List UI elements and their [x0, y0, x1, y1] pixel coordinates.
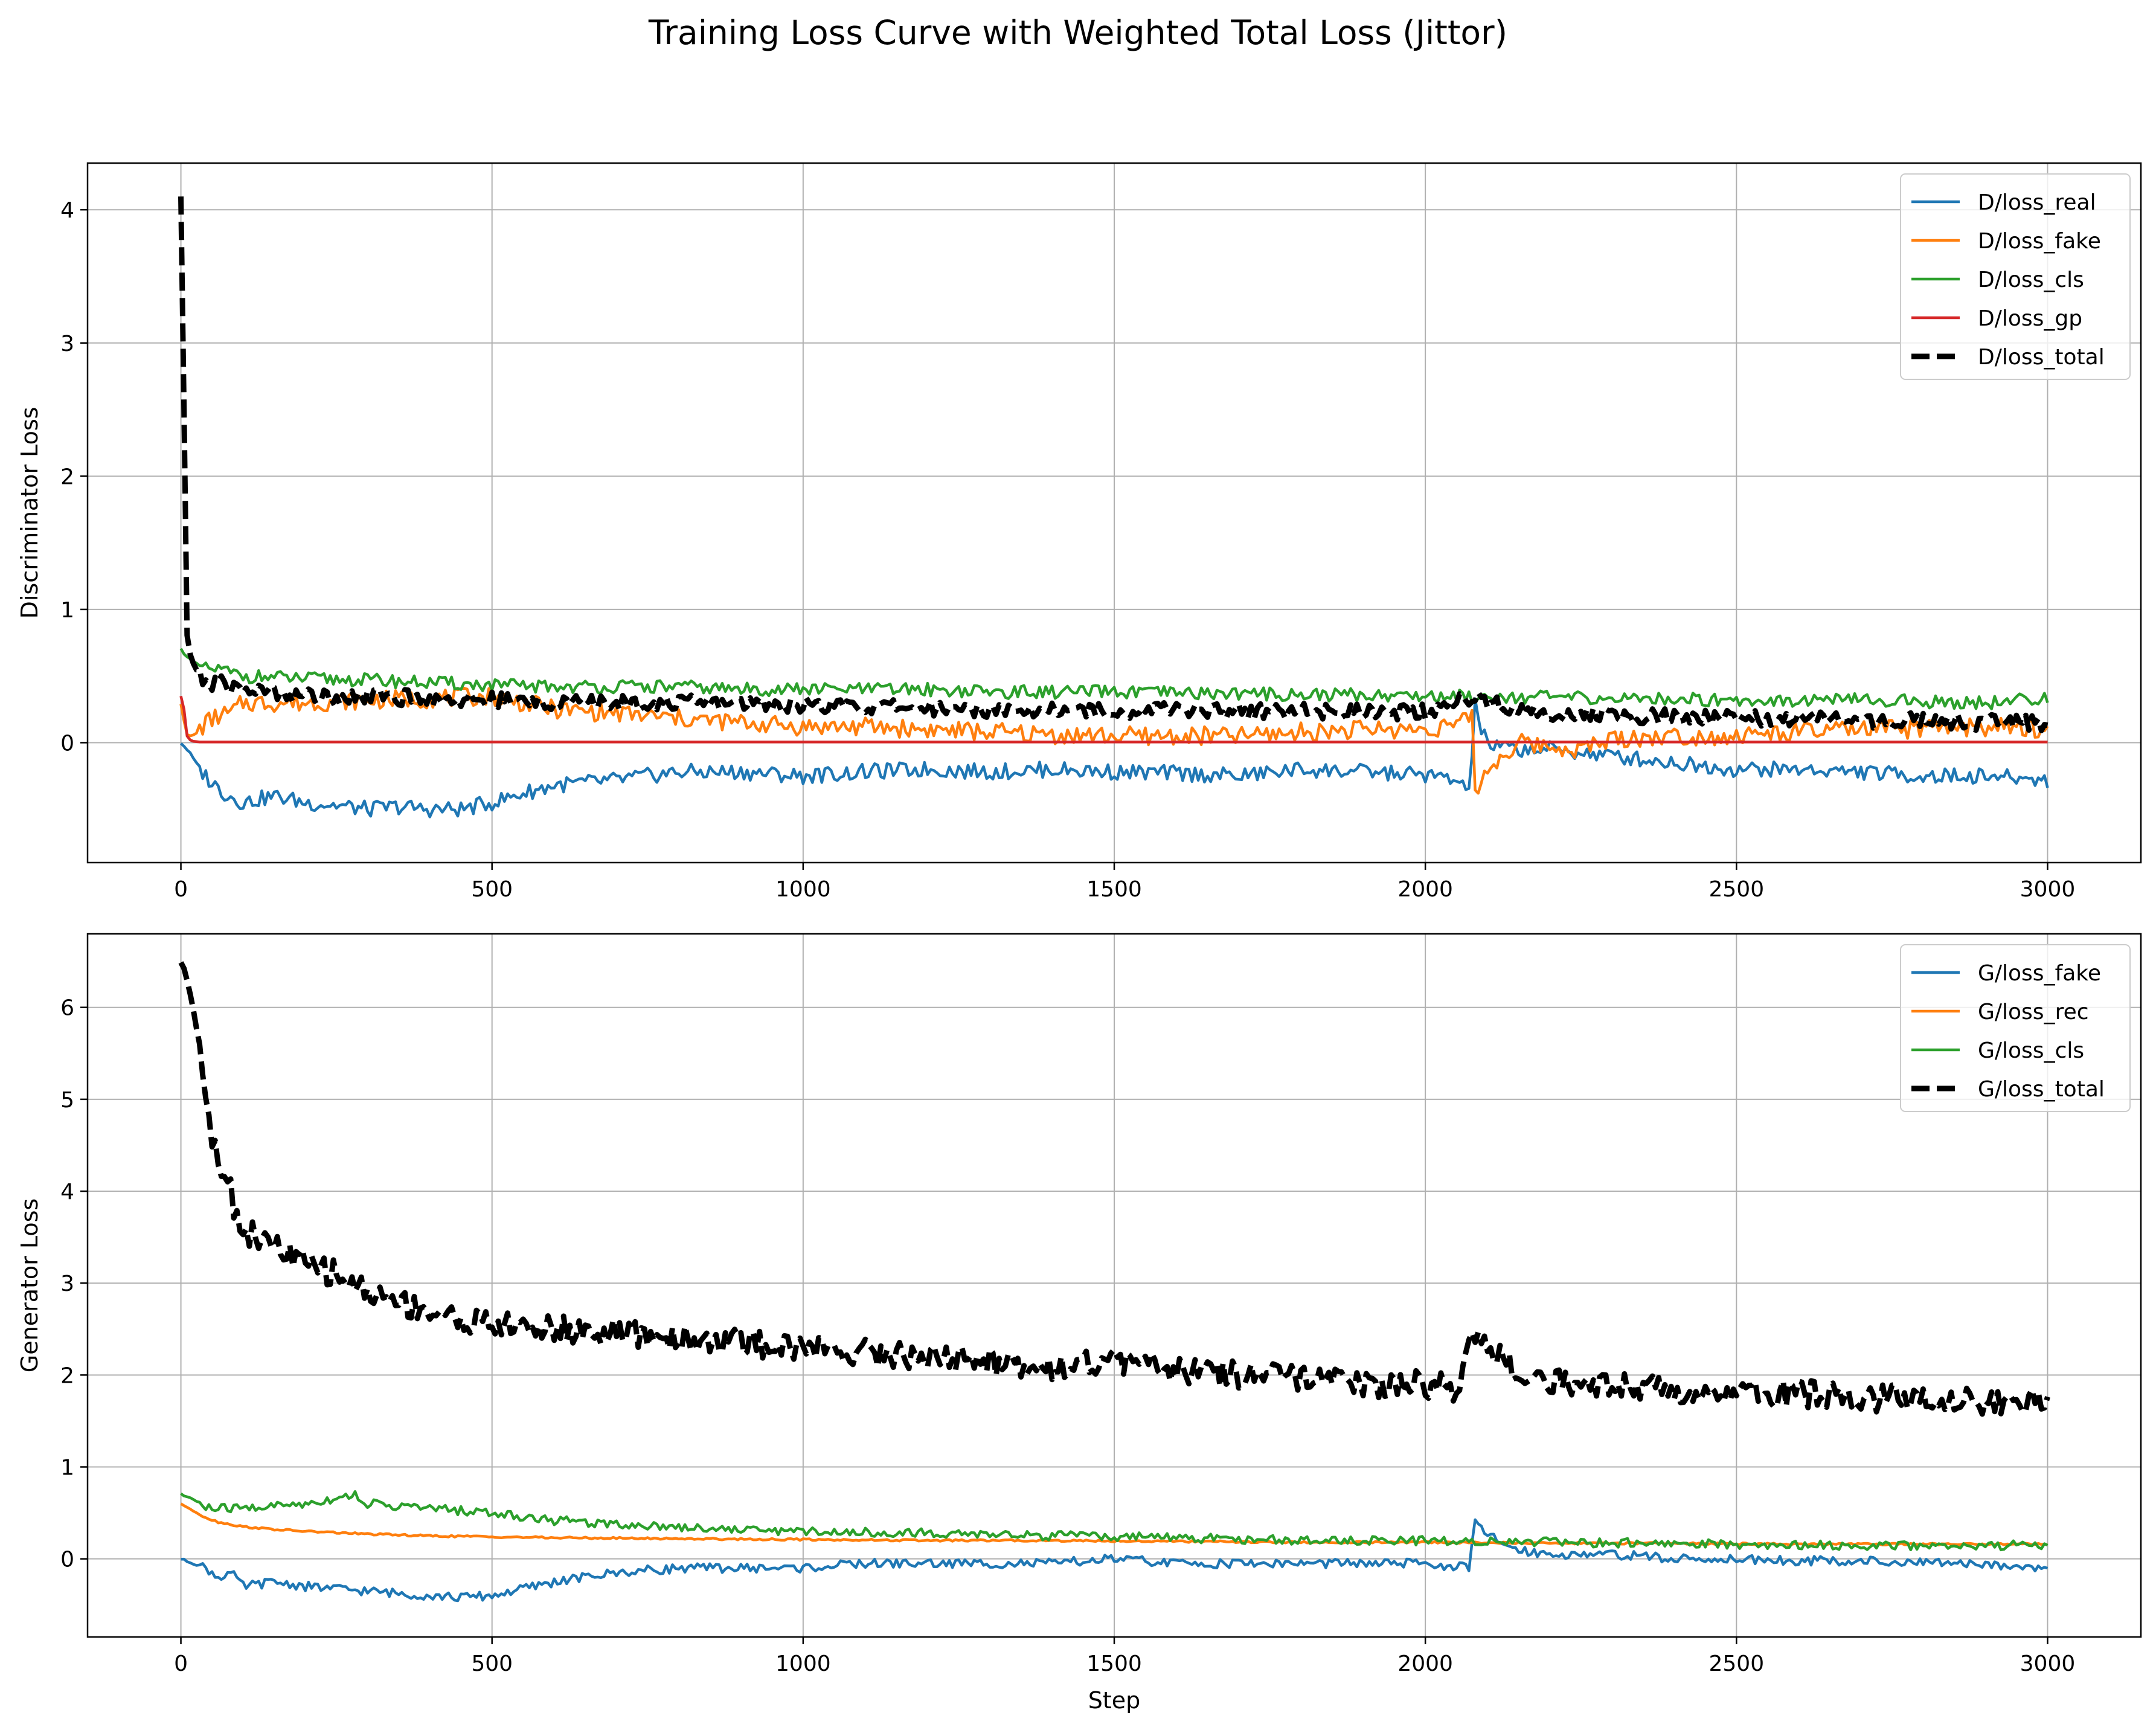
gen-xtick-label: 500 [471, 1651, 513, 1676]
disc-xtick-label: 0 [174, 877, 188, 902]
gen-ytick-label: 4 [60, 1180, 74, 1204]
disc-xtick-label: 2000 [1397, 877, 1453, 902]
disc-ytick-label: 4 [60, 198, 74, 223]
disc-xtick-label: 1500 [1086, 877, 1142, 902]
gen-xtick-label: 1500 [1086, 1651, 1142, 1676]
gen-ylabel: Generator Loss [16, 1198, 43, 1372]
disc-xtick-label: 3000 [2020, 877, 2076, 902]
disc-ytick-label: 2 [60, 465, 74, 489]
gen-ytick-label: 5 [60, 1088, 74, 1113]
generator-loss-axes: 0 500 1000 1500 2000 2500 3000 0 1 2 3 4 5 6 Generator… [16, 933, 2142, 1714]
gen-xtick-label: 0 [174, 1651, 188, 1676]
gen-legend-label: G/loss_fake [1978, 961, 2101, 986]
gen-xtick-label: 3000 [2020, 1651, 2076, 1676]
disc-ytick-label: 3 [60, 332, 74, 356]
gen-legend: G/loss_fake G/loss_rec G/loss_cls G/loss_to… [1900, 944, 2131, 1112]
gen-series-g-loss-total [178, 961, 2050, 1417]
gen-xtick-label: 2500 [1708, 1651, 1764, 1676]
gen-legend-label: G/loss_cls [1978, 1038, 2084, 1063]
disc-xtick-label: 2500 [1708, 877, 1764, 902]
disc-legend-label: D/loss_gp [1978, 306, 2082, 331]
gen-series-g-loss-fake [181, 1518, 2049, 1603]
disc-ytick-label: 1 [60, 598, 74, 623]
disc-series-d-loss-total [178, 196, 2049, 733]
gen-ytick-label: 3 [60, 1272, 74, 1296]
disc-legend-label: D/loss_total [1978, 345, 2105, 370]
gen-legend-label: G/loss_total [1978, 1077, 2105, 1102]
gen-ytick-label: 1 [60, 1456, 74, 1481]
gen-ytick-label: 2 [60, 1363, 74, 1388]
gen-xlabel: Step [1088, 1687, 1141, 1714]
disc-legend-box [1900, 173, 2131, 380]
disc-ylabel: Discriminator Loss [16, 407, 43, 619]
disc-xtick-label: 1000 [775, 877, 831, 902]
disc-series-d-loss-real [179, 697, 2049, 818]
disc-xtick-label: 500 [471, 877, 513, 902]
disc-legend-label: D/loss_fake [1978, 229, 2101, 254]
disc-legend-label: D/loss_real [1978, 190, 2096, 215]
disc-legend: D/loss_real D/loss_fake D/loss_cls D/loss_g… [1900, 173, 2131, 380]
gen-legend-label: G/loss_rec [1978, 1000, 2089, 1024]
disc-series-d-loss-gp [179, 695, 2048, 744]
discriminator-loss-axes: 0 500 1000 1500 2000 2500 3000 0 1 2 3 4 Discriminat… [16, 162, 2142, 902]
gen-xtick-label: 2000 [1397, 1651, 1453, 1676]
gen-ytick-label: 0 [60, 1548, 74, 1572]
gen-ytick-label: 6 [60, 996, 74, 1021]
gen-legend-box [1900, 944, 2131, 1112]
figure-title: Training Loss Curve with Weighted Total … [648, 13, 1508, 52]
disc-ytick-label: 0 [60, 731, 74, 756]
gen-series-g-loss-cls [180, 1490, 2049, 1552]
disc-legend-label: D/loss_cls [1978, 268, 2084, 292]
gen-xtick-label: 1000 [775, 1651, 831, 1676]
